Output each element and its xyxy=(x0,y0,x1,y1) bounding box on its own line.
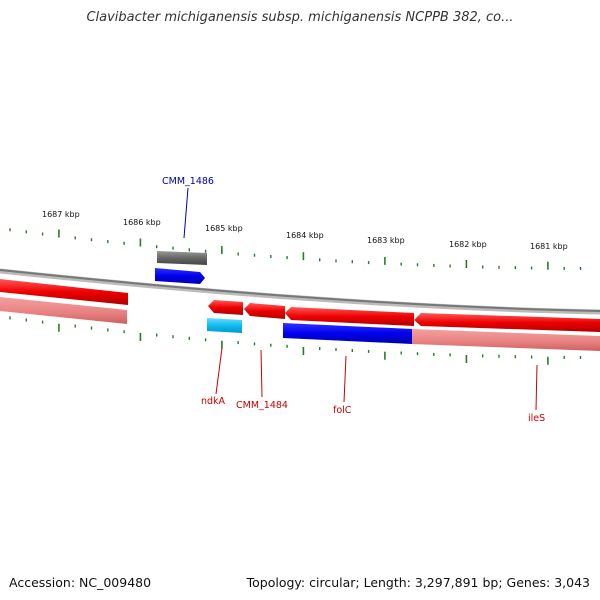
scale-ticks-lower xyxy=(9,316,582,365)
genome-backbone-line xyxy=(0,269,600,312)
gene-cmm1484-feature[interactable] xyxy=(244,303,285,319)
leader-line-folc xyxy=(343,355,347,403)
scale-label-1681: 1681 kbp xyxy=(530,242,568,251)
scale-label-1683: 1683 kbp xyxy=(367,236,405,245)
scale-label-1687: 1687 kbp xyxy=(42,210,80,219)
leader-line-cmm1484 xyxy=(260,349,263,398)
scale-ticks-upper xyxy=(9,228,582,270)
gene-label-iles[interactable]: ileS xyxy=(528,413,545,424)
scale-label-1684: 1684 kbp xyxy=(286,231,324,240)
gene-ndka-feature[interactable] xyxy=(208,300,243,315)
accession-label: Accession: NC_009480 xyxy=(9,575,152,590)
gene-label-ndka[interactable]: ndkA xyxy=(201,396,226,407)
leader-line-iles xyxy=(535,364,538,411)
gene-iles-feature[interactable] xyxy=(414,313,600,332)
gene-pink-feature[interactable] xyxy=(412,329,600,351)
gene-label-folc[interactable]: folC xyxy=(333,405,352,416)
genome-backbone-outer xyxy=(0,268,600,315)
scale-label-1685: 1685 kbp xyxy=(205,224,243,233)
gene-forward-blue[interactable] xyxy=(155,268,205,284)
gene-blue-feature[interactable] xyxy=(283,323,412,344)
scale-label-1682: 1682 kbp xyxy=(449,240,487,249)
gene-left-pink[interactable] xyxy=(0,297,127,324)
map-title: Clavibacter michiganensis subsp. michiga… xyxy=(86,10,514,25)
leader-line-ndka xyxy=(215,347,223,395)
genome-summary: Topology: circular; Length: 3,297,891 bp… xyxy=(246,575,590,590)
leader-line-cmm1486 xyxy=(183,187,189,239)
gene-label-cmm1486[interactable]: CMM_1486 xyxy=(162,176,214,187)
gene-cyan-feature[interactable] xyxy=(207,318,242,333)
gene-cmm1486-feature[interactable] xyxy=(157,251,207,265)
gene-label-cmm1484[interactable]: CMM_1484 xyxy=(236,400,288,411)
gene-left-red[interactable] xyxy=(0,279,128,305)
gene-folc-feature[interactable] xyxy=(285,307,414,326)
scale-label-1686: 1686 kbp xyxy=(123,218,161,227)
